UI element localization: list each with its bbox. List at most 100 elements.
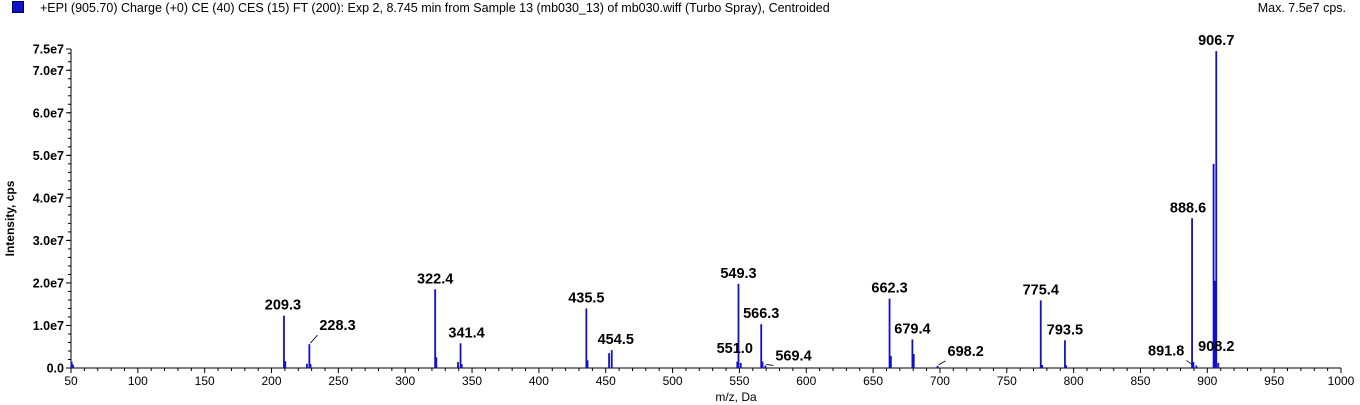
x-tick-label: 800 (1064, 374, 1084, 388)
y-tick-label: 1.0e7 (33, 319, 64, 333)
peak-label: 228.3 (319, 318, 355, 334)
spectrum-peak (888, 298, 891, 368)
x-tick-label: 850 (1130, 374, 1150, 388)
spectrum-peak (608, 353, 610, 368)
spectrum-peak (912, 353, 915, 368)
y-tick-label: 0.0 (47, 362, 64, 376)
spectrum-peak (736, 361, 739, 368)
spectrum-peak (1195, 365, 1198, 368)
y-tick-label: 5.0e7 (33, 149, 64, 163)
y-tick-label: 2.0e7 (33, 276, 64, 290)
annotation-leader (766, 364, 774, 366)
spectrum-peak (1217, 362, 1220, 368)
spectrum-peak (308, 344, 311, 368)
y-axis-title: Intensity, cps (3, 180, 17, 256)
peaks (70, 51, 1220, 368)
x-tick-label: 350 (462, 374, 482, 388)
x-tick-label: 600 (796, 374, 816, 388)
x-tick-label: 50 (64, 374, 78, 388)
x-tick-label: 300 (395, 374, 415, 388)
spectrum-peak (739, 362, 742, 368)
spectrum-peak (284, 361, 287, 368)
spectrum-peak (585, 308, 588, 368)
peak-label: 341.4 (448, 325, 484, 341)
spectrum-peak (1065, 365, 1068, 368)
peak-label: 454.5 (598, 332, 634, 348)
spectrum-peak (737, 283, 740, 368)
spectrum-peak (586, 360, 589, 368)
x-tick-label: 500 (663, 374, 683, 388)
spectrum-peak (460, 364, 463, 368)
spectrum-peak (1191, 218, 1193, 368)
peak-label: 551.0 (717, 341, 753, 357)
spectrum-peak (306, 363, 308, 368)
max-intensity-label: Max. 7.5e7 cps. (1257, 1, 1346, 15)
x-tick-label: 100 (128, 374, 148, 388)
spectrum-peak (434, 289, 437, 368)
spectrum-peak (70, 361, 73, 368)
peak-label: 906.7 (1198, 33, 1234, 49)
spectrum-peak (889, 356, 892, 368)
x-tick-label: 900 (1197, 374, 1217, 388)
spectrum-peak (309, 364, 312, 368)
x-tick-label: 750 (997, 374, 1017, 388)
x-tick-label: 550 (729, 374, 749, 388)
spectrum-peak (610, 350, 613, 368)
spectrum-peak (1039, 300, 1042, 368)
annotation-leader (938, 360, 946, 366)
y-tick-label: 7.0e7 (33, 64, 64, 78)
x-tick-label: 1000 (1328, 374, 1355, 388)
peak-label: 209.3 (265, 298, 301, 314)
spectrum-peak (1212, 163, 1215, 368)
spectrum-peak (1214, 280, 1216, 368)
y-tick-label: 7.5e7 (33, 43, 64, 57)
y-tick-label: 3.0e7 (33, 234, 64, 248)
peak-label: 662.3 (871, 281, 907, 297)
peak-label: 679.4 (894, 322, 930, 338)
chart-header: +EPI (905.70) Charge (+0) CE (40) CES (1… (0, 0, 1360, 18)
series-color-swatch (12, 1, 24, 13)
peak-label: 793.5 (1047, 322, 1083, 338)
spectrum-peak (764, 365, 767, 368)
peak-label: 549.3 (720, 266, 756, 282)
x-tick-label: 400 (529, 374, 549, 388)
x-tick-label: 250 (328, 374, 348, 388)
spectrum-peak (760, 324, 763, 368)
peak-label: 435.5 (568, 290, 604, 306)
peak-label: 775.4 (1023, 282, 1059, 298)
spectrum-peak (911, 339, 914, 368)
peak-annotations: 209.3 228.3 322.4 341.4 435.5 454.5 549.3 551.0… (265, 33, 1234, 366)
y-tick-label: 6.0e7 (33, 106, 64, 120)
peak-label: 891.8 (1148, 343, 1184, 359)
spectrum-title: +EPI (905.70) Charge (+0) CE (40) CES (1… (40, 1, 830, 15)
spectrum-peak (283, 315, 285, 368)
spectrum-peak (457, 362, 459, 368)
spectrum-peak (435, 357, 438, 368)
x-tick-label: 700 (930, 374, 950, 388)
axes: 50 100 150 200 250 300 350 400 450 500 550 600 650 70… (3, 43, 1355, 405)
spectrum-peak (72, 364, 74, 368)
x-tick-label: 650 (863, 374, 883, 388)
x-tick-label: 150 (195, 374, 215, 388)
spectrum-peak (936, 365, 939, 368)
spectrum-peak (1192, 362, 1195, 368)
x-tick-label: 200 (262, 374, 282, 388)
spectrum-peak (1064, 340, 1066, 368)
x-axis-title: m/z, Da (715, 390, 757, 404)
peak-label: 888.6 (1170, 200, 1206, 216)
spectrum-peak (761, 361, 764, 368)
peak-label: 908.2 (1198, 339, 1234, 355)
peak-label: 698.2 (948, 344, 984, 360)
annotation-leader (1186, 360, 1193, 365)
peak-label: 569.4 (775, 348, 811, 364)
y-tick-label: 4.0e7 (33, 191, 64, 205)
x-tick-label: 950 (1264, 374, 1284, 388)
annotation-leader (310, 334, 318, 344)
x-tick-label: 450 (596, 374, 616, 388)
spectrum-peak (1041, 365, 1043, 368)
peak-label: 566.3 (743, 306, 779, 322)
spectrum-peak (1215, 51, 1218, 368)
spectrum-peak (459, 343, 462, 368)
peak-label: 322.4 (417, 271, 453, 287)
